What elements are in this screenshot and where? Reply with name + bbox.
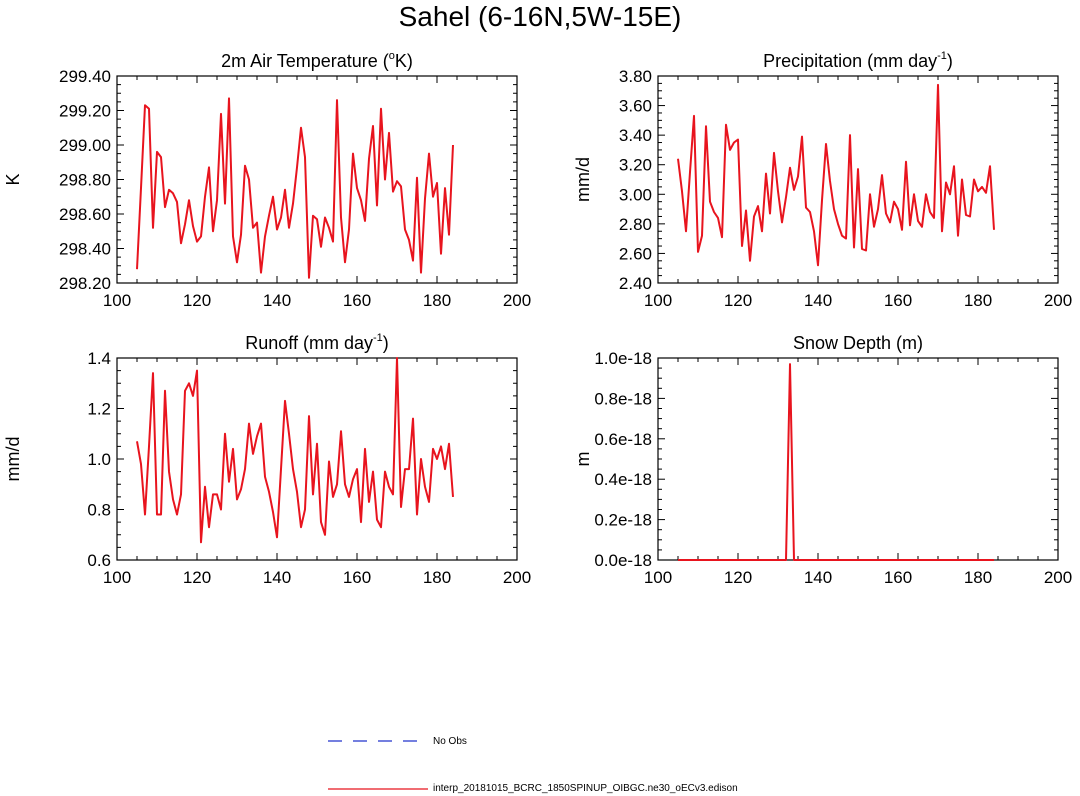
y-tick-label: 3.00 — [619, 185, 652, 204]
plot-frame-snow-depth — [657, 357, 1059, 561]
x-tick-label: 200 — [503, 291, 531, 310]
legend-line-obs — [328, 740, 428, 742]
y-tick-label: 3.60 — [619, 97, 652, 116]
y-tick-label: 298.40 — [59, 240, 111, 259]
x-tick-label: 180 — [964, 291, 992, 310]
panel-temperature: 100 120 140 160 180 200 298.20 298.40 298.60 298.… — [3, 50, 531, 310]
panel-precipitation: 100 120 140 160 180 200 2.40 2.60 2.80 3.00 3.20 3.… — [573, 50, 1072, 310]
x-tick-label: 140 — [804, 568, 832, 587]
y-tick-label: 299.40 — [59, 67, 111, 86]
y-tick-label: 0.2e-18 — [594, 511, 652, 530]
x-tick-label: 140 — [263, 291, 291, 310]
x-tick-label: 180 — [964, 568, 992, 587]
y-tick-label: 0.0e-18 — [594, 551, 652, 570]
y-tick-label: 0.8e-18 — [594, 389, 652, 408]
x-tick-label: 180 — [423, 568, 451, 587]
series-line-snow-depth — [678, 363, 994, 561]
x-tick-label: 200 — [1044, 291, 1072, 310]
x-tick-label: 100 — [103, 291, 131, 310]
y-tick-label: 299.20 — [59, 102, 111, 121]
legend-label-model: interp_20181015_BCRC_1850SPINUP_OIBGC.ne… — [433, 783, 738, 794]
panel-title-snow-depth: Snow Depth (m) — [793, 333, 923, 353]
y-axis-label: K — [3, 173, 23, 185]
x-tick-label: 160 — [343, 568, 371, 587]
y-tick-label: 0.8 — [87, 501, 111, 520]
x-tick-label: 100 — [103, 568, 131, 587]
y-axis-label: mm/d — [3, 437, 23, 482]
panel-title-runoff: Runoff (mm day-1) — [245, 332, 389, 353]
plot-frame-temperature — [116, 75, 518, 284]
y-tick-label: 1.2 — [87, 400, 111, 419]
y-tick-label: 298.60 — [59, 205, 111, 224]
series-line-runoff — [136, 357, 454, 544]
x-tick-label: 160 — [343, 291, 371, 310]
x-tick-label: 200 — [1044, 568, 1072, 587]
y-tick-label: 0.4e-18 — [594, 470, 652, 489]
y-tick-label: 1.4 — [87, 349, 111, 368]
x-tick-label: 160 — [884, 291, 912, 310]
x-tick-label: 100 — [644, 568, 672, 587]
x-tick-label: 200 — [503, 568, 531, 587]
x-tick-label: 120 — [183, 568, 211, 587]
x-tick-label: 120 — [183, 291, 211, 310]
x-tick-label: 100 — [644, 291, 672, 310]
legend-label-obs: No Obs — [433, 736, 467, 747]
y-axis-label: m — [573, 452, 593, 467]
y-tick-label: 2.80 — [619, 215, 652, 234]
panel-runoff: 100 120 140 160 180 200 0.6 0.8 1.0 1.2 1.4 mm/d Run… — [3, 332, 531, 587]
x-tick-label: 180 — [423, 291, 451, 310]
legend-line-model — [328, 788, 428, 790]
series-line-temperature — [136, 97, 454, 279]
x-tick-label: 140 — [804, 291, 832, 310]
series-line-precipitation — [677, 83, 995, 267]
y-tick-label: 298.20 — [59, 274, 111, 293]
panel-title-precipitation: Precipitation (mm day-1) — [763, 50, 953, 71]
y-tick-label: 2.60 — [619, 244, 652, 263]
y-tick-label: 1.0 — [87, 450, 111, 469]
y-tick-label: 0.6 — [87, 551, 111, 570]
y-tick-label: 3.80 — [619, 67, 652, 86]
y-tick-label: 3.20 — [619, 156, 652, 175]
x-tick-label: 160 — [884, 568, 912, 587]
y-tick-label: 299.00 — [59, 136, 111, 155]
figure-title: Sahel (6-16N,5W-15E) — [398, 1, 682, 32]
x-tick-label: 120 — [724, 291, 752, 310]
panel-title-temperature: 2m Air Temperature (oK) — [221, 50, 413, 71]
panel-snow-depth: 100 120 140 160 180 200 0.0e-18 0.2e-18 0.4e-18 0… — [573, 333, 1072, 587]
x-tick-label: 120 — [724, 568, 752, 587]
y-tick-label: 1.0e-18 — [594, 349, 652, 368]
y-tick-label: 3.40 — [619, 126, 652, 145]
y-tick-label: 0.6e-18 — [594, 430, 652, 449]
y-tick-label: 2.40 — [619, 274, 652, 293]
y-axis-label: mm/d — [573, 157, 593, 202]
y-tick-label: 298.80 — [59, 171, 111, 190]
x-tick-label: 140 — [263, 568, 291, 587]
